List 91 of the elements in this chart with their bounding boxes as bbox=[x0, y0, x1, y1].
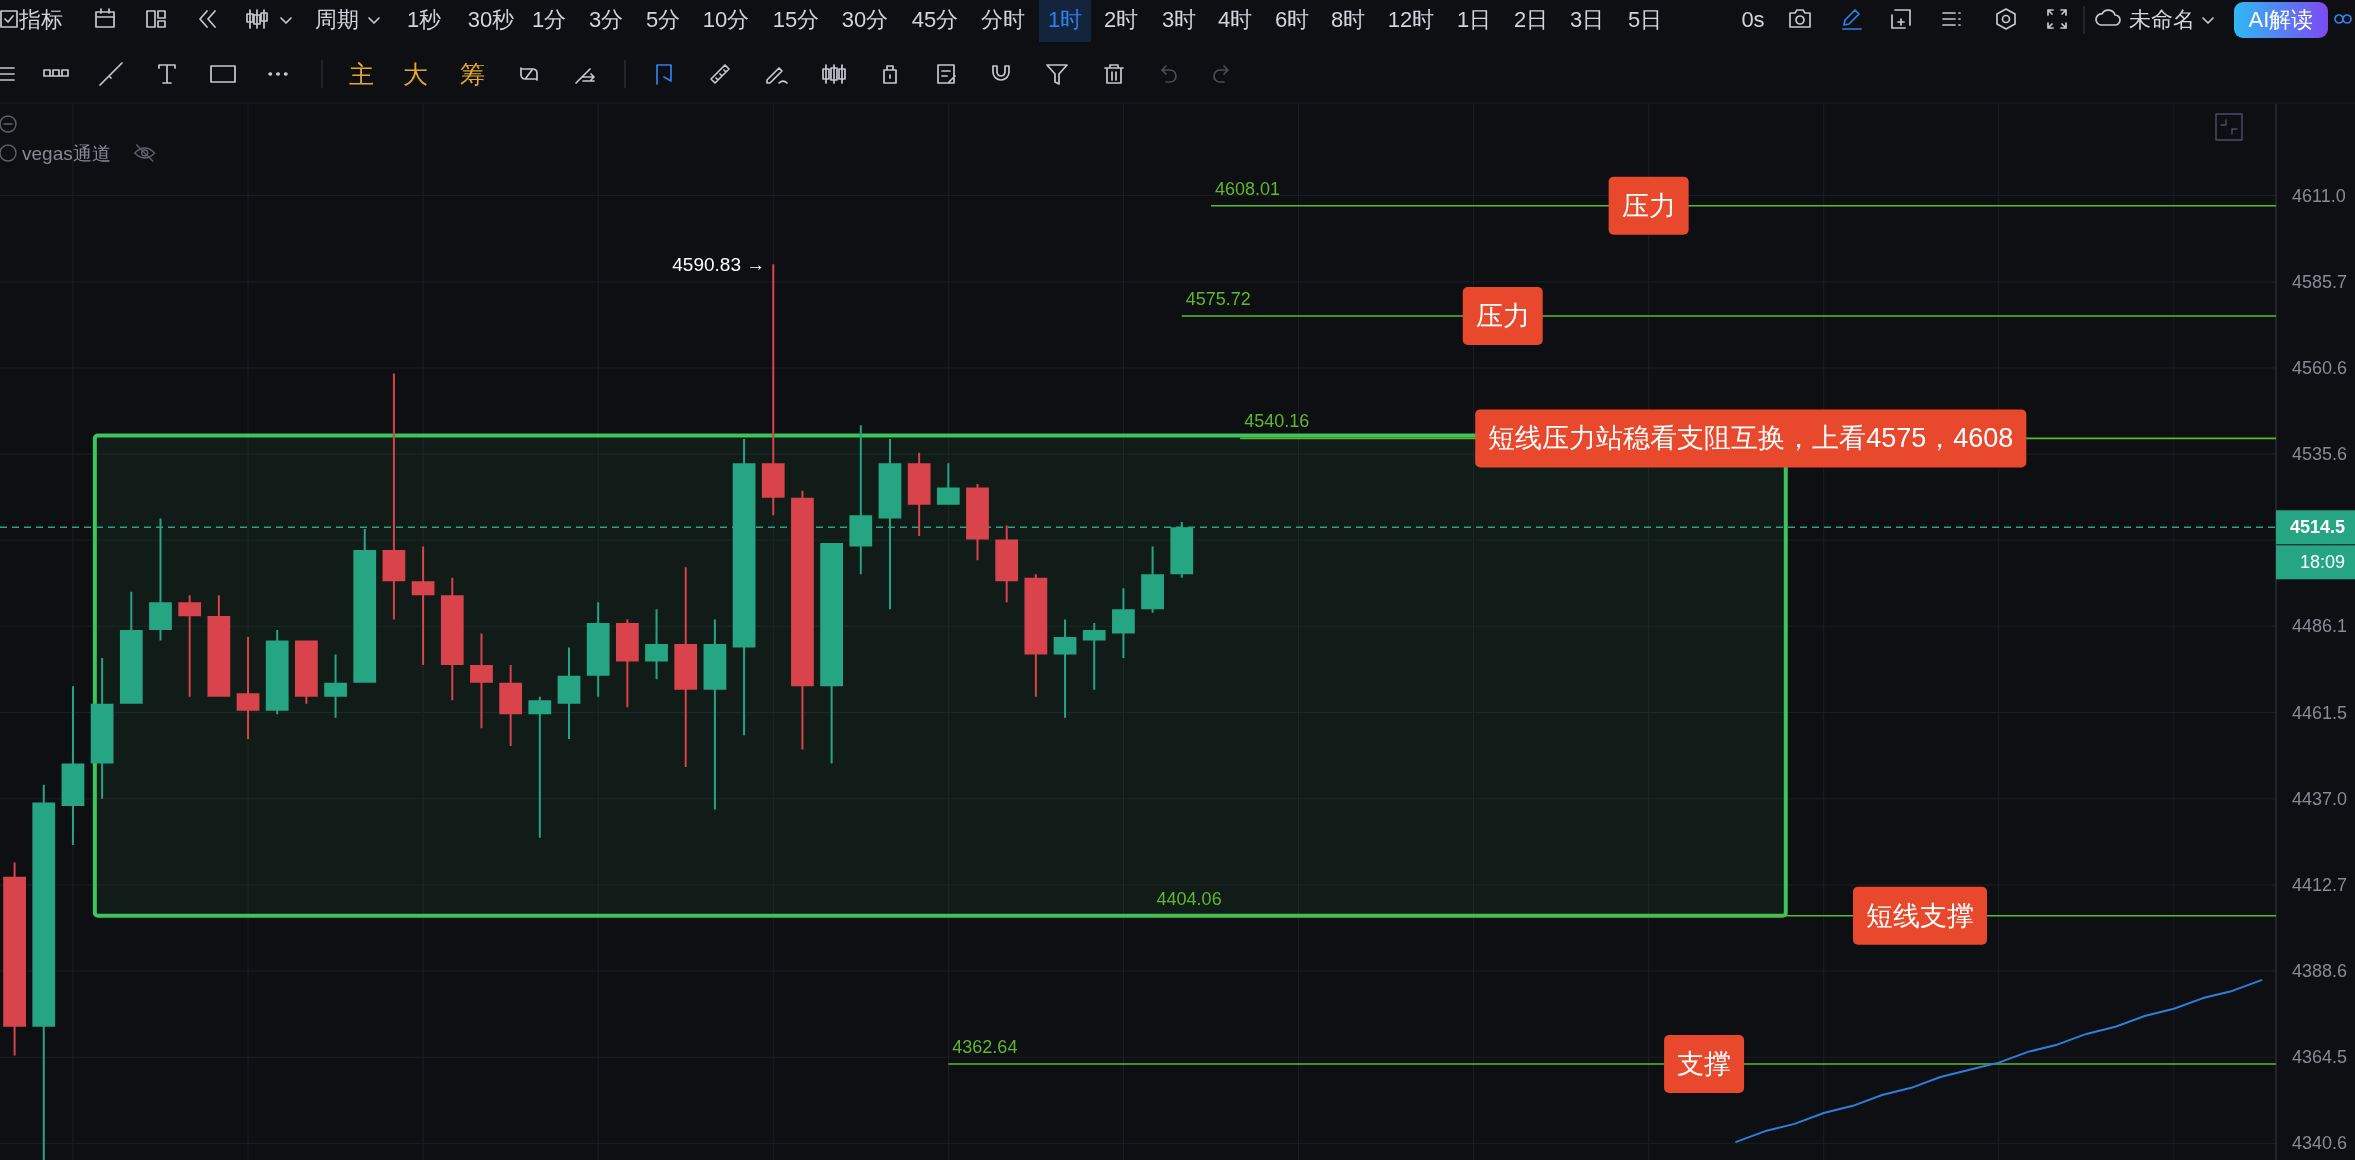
annotation: 短线压力站稳看支阻互换，上看4575，4608 bbox=[1488, 423, 2014, 454]
candlestick bbox=[470, 633, 493, 729]
candlestick bbox=[3, 862, 26, 1056]
text: 未命名 bbox=[2129, 6, 2195, 32]
annotation: 短线支撑 bbox=[1866, 900, 1975, 931]
text: 6时 bbox=[1274, 6, 1310, 32]
text: 12时 bbox=[1387, 6, 1435, 32]
ref-line-label: 4608.01 bbox=[1214, 178, 1281, 199]
annotation: vegas通道 bbox=[22, 142, 111, 164]
text: 周期 bbox=[315, 6, 359, 32]
y-tick-label: 4364.5 bbox=[2292, 1047, 2348, 1068]
y-tick-label: 4560.6 bbox=[2292, 357, 2348, 378]
text: 3时 bbox=[1161, 6, 1197, 32]
candlestick bbox=[440, 577, 464, 701]
text: 5分 bbox=[645, 6, 681, 32]
text: 10分 bbox=[702, 6, 750, 32]
candlestick bbox=[936, 463, 960, 505]
text: 3日 bbox=[1569, 6, 1605, 32]
text: 18:09 bbox=[2300, 552, 2346, 573]
ref-line-label: 4404.06 bbox=[1156, 888, 1222, 909]
candlestick bbox=[411, 546, 435, 666]
candlestick bbox=[295, 640, 318, 704]
candlestick bbox=[791, 490, 814, 750]
y-tick-label: 4461.5 bbox=[2292, 702, 2348, 723]
candlestick bbox=[703, 619, 727, 810]
text: 1日 bbox=[1456, 6, 1492, 32]
line-series bbox=[1735, 979, 2263, 1143]
annotation: 4590.83 → bbox=[672, 253, 766, 275]
candlestick bbox=[90, 658, 114, 799]
candlestick bbox=[32, 784, 56, 1160]
text: 主 bbox=[348, 60, 374, 88]
text: 5日 bbox=[1627, 6, 1663, 32]
ref-line-label: 4575.72 bbox=[1185, 289, 1251, 310]
candlestick bbox=[1024, 574, 1048, 697]
candlestick bbox=[499, 665, 523, 746]
y-tick-label: 4585.7 bbox=[2292, 271, 2348, 292]
candlestick bbox=[907, 452, 931, 536]
candlestick bbox=[207, 595, 231, 697]
candlestick bbox=[528, 696, 552, 838]
ref-line-label: 4514.5 bbox=[2290, 517, 2346, 538]
text: 指标 bbox=[18, 6, 63, 32]
ref-line-label: 4362.64 bbox=[952, 1036, 1018, 1057]
candlestick bbox=[178, 595, 202, 697]
candlestick bbox=[1082, 623, 1106, 690]
annotation: 压力 bbox=[1621, 190, 1676, 221]
y-tick-label: 4437.0 bbox=[2292, 788, 2348, 809]
text: 1秒 bbox=[406, 6, 442, 32]
candlestick bbox=[557, 647, 581, 739]
text: 2日 bbox=[1513, 6, 1549, 32]
text: 0s bbox=[1741, 6, 1765, 32]
candlestick bbox=[61, 686, 85, 845]
text: 筹 bbox=[459, 60, 485, 88]
y-tick-label: 4611.0 bbox=[2292, 185, 2346, 206]
y-tick-label: 4486.1 bbox=[2292, 616, 2348, 637]
text: 2时 bbox=[1103, 6, 1139, 32]
ref-line-label: 4540.16 bbox=[1244, 411, 1310, 432]
y-tick-label: 4535.6 bbox=[2292, 444, 2348, 465]
candlestick bbox=[674, 567, 698, 768]
y-tick-label: 4340.6 bbox=[2292, 1133, 2348, 1154]
candlestick bbox=[615, 619, 639, 708]
candlestick bbox=[1112, 588, 1135, 659]
annotation: 压力 bbox=[1475, 301, 1530, 332]
text: 分时 bbox=[981, 6, 1025, 32]
candlestick bbox=[1053, 619, 1077, 718]
candlestick bbox=[995, 525, 1019, 603]
text: 45分 bbox=[911, 6, 959, 32]
candlestick bbox=[382, 373, 406, 620]
y-tick-label: 4412.7 bbox=[2292, 874, 2348, 895]
text: AI解读 bbox=[2248, 6, 2314, 32]
text: 15分 bbox=[772, 6, 820, 32]
text: 30秒 bbox=[467, 6, 515, 32]
text: 3分 bbox=[588, 6, 624, 32]
annotation: 支撑 bbox=[1677, 1048, 1732, 1079]
candlestick bbox=[849, 425, 873, 575]
text: 4时 bbox=[1217, 6, 1253, 32]
text: 1时 bbox=[1047, 6, 1083, 32]
candlestick bbox=[1141, 546, 1164, 613]
y-tick-label: 4388.6 bbox=[2292, 960, 2348, 981]
candlestick bbox=[966, 483, 989, 561]
candlestick bbox=[265, 630, 289, 715]
text: 1分 bbox=[531, 6, 567, 32]
candlestick bbox=[645, 609, 668, 680]
candlestick bbox=[586, 602, 610, 697]
candlestick bbox=[820, 542, 843, 764]
candlestick bbox=[236, 637, 260, 739]
candlestick bbox=[761, 264, 785, 516]
text: 30分 bbox=[841, 6, 889, 32]
candlestick bbox=[324, 654, 347, 718]
text: 8时 bbox=[1330, 6, 1366, 32]
candlestick bbox=[119, 591, 143, 704]
text: 大 bbox=[402, 60, 428, 88]
